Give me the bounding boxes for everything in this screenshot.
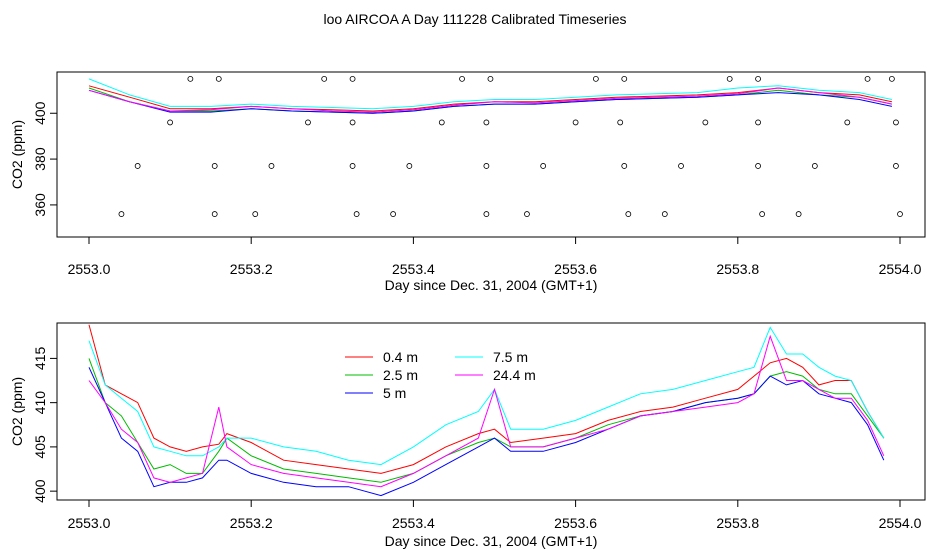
y-tick-label: 405 — [32, 435, 48, 459]
x-axis-title: Day since Dec. 31, 2004 (GMT+1) — [385, 277, 598, 293]
data-marker — [617, 119, 624, 126]
series-line-4 — [88, 87, 893, 113]
data-marker — [349, 75, 356, 82]
data-marker — [211, 163, 218, 169]
series-line-0 — [88, 85, 893, 112]
data-marker — [349, 119, 356, 126]
data-marker — [893, 163, 899, 169]
series-line-24-4-m — [88, 334, 885, 488]
data-marker — [252, 211, 259, 217]
data-marker — [702, 119, 709, 126]
x-tick-label: 2553.0 — [68, 261, 111, 277]
data-marker — [621, 75, 628, 82]
data-marker — [211, 211, 218, 217]
y-tick-label: 415 — [32, 347, 48, 371]
data-marker — [864, 75, 871, 82]
data-marker — [305, 119, 311, 126]
data-marker — [349, 163, 356, 169]
x-tick-label: 2553.8 — [716, 261, 759, 277]
page-title: loo AIRCOA A Day 111228 Calibrated Times… — [323, 11, 627, 27]
data-marker — [353, 211, 360, 217]
x-tick-label: 2553.4 — [392, 515, 435, 531]
legend-label: 24.4 m — [493, 367, 536, 383]
data-marker — [888, 75, 895, 82]
data-marker — [406, 163, 413, 169]
x-tick-label: 2553.4 — [392, 261, 435, 277]
series-line-5-m — [88, 367, 885, 497]
data-marker — [483, 119, 490, 126]
data-marker — [540, 163, 547, 169]
top-panel: 2553.0 2553.2 2553.4 2553.6 2553.8 2554.0 360 3… — [9, 71, 926, 293]
series-line-2 — [88, 89, 893, 114]
y-tick-label: 360 — [32, 193, 48, 217]
x-tick-label: 2553.8 — [716, 515, 759, 531]
data-marker — [321, 75, 328, 82]
x-tick-label: 2554.0 — [879, 261, 922, 277]
data-marker — [625, 211, 632, 217]
x-axis-title: Day since Dec. 31, 2004 (GMT+1) — [385, 533, 598, 549]
y-axis-title: CO2 (ppm) — [9, 377, 25, 446]
x-tick-label: 2553.6 — [554, 515, 597, 531]
data-marker — [811, 163, 818, 169]
data-marker — [268, 163, 275, 169]
y-tick-label: 400 — [32, 479, 48, 503]
y-tick-label: 410 — [32, 391, 48, 415]
data-marker — [524, 211, 530, 217]
data-marker — [487, 75, 494, 82]
data-marker — [844, 119, 851, 126]
y-tick-label: 380 — [32, 147, 48, 171]
data-marker — [661, 211, 668, 217]
plot-frame — [56, 322, 926, 501]
data-marker — [438, 119, 445, 126]
data-marker — [755, 75, 761, 82]
data-marker — [755, 163, 761, 169]
data-marker — [215, 75, 222, 82]
data-marker — [621, 163, 628, 169]
data-marker — [187, 75, 194, 82]
plot-frame — [56, 71, 926, 238]
x-tick-label: 2554.0 — [879, 515, 922, 531]
bottom-panel: 2553.0 2553.2 2553.4 2553.6 2553.8 2554.0 400 4… — [9, 322, 926, 549]
y-axis-title: CO2 (ppm) — [9, 120, 25, 189]
data-marker — [134, 163, 141, 169]
data-marker — [390, 211, 397, 217]
series-line-3 — [88, 78, 893, 110]
legend-label: 2.5 m — [383, 367, 418, 383]
data-marker — [118, 211, 125, 217]
data-marker — [572, 119, 579, 126]
series-line-7-5-m — [88, 326, 885, 466]
data-marker — [726, 75, 733, 82]
data-marker — [167, 119, 174, 126]
data-marker — [678, 163, 684, 169]
data-marker — [483, 163, 490, 169]
legend-label: 5 m — [383, 385, 406, 401]
legend-label: 7.5 m — [493, 349, 528, 365]
data-marker — [483, 211, 490, 217]
x-tick-label: 2553.2 — [230, 261, 273, 277]
data-marker — [897, 211, 903, 217]
data-marker — [592, 75, 599, 82]
x-tick-label: 2553.0 — [68, 515, 111, 531]
data-marker — [755, 119, 761, 126]
data-marker — [459, 75, 465, 82]
x-tick-label: 2553.6 — [554, 261, 597, 277]
series-line-0-4-m — [88, 324, 885, 474]
data-marker — [893, 119, 899, 126]
data-marker — [795, 211, 802, 217]
data-marker — [759, 211, 766, 217]
legend-label: 0.4 m — [383, 349, 418, 365]
y-tick-label: 400 — [32, 101, 48, 125]
series-line-2-5-m — [88, 358, 885, 483]
x-tick-label: 2553.2 — [230, 515, 273, 531]
